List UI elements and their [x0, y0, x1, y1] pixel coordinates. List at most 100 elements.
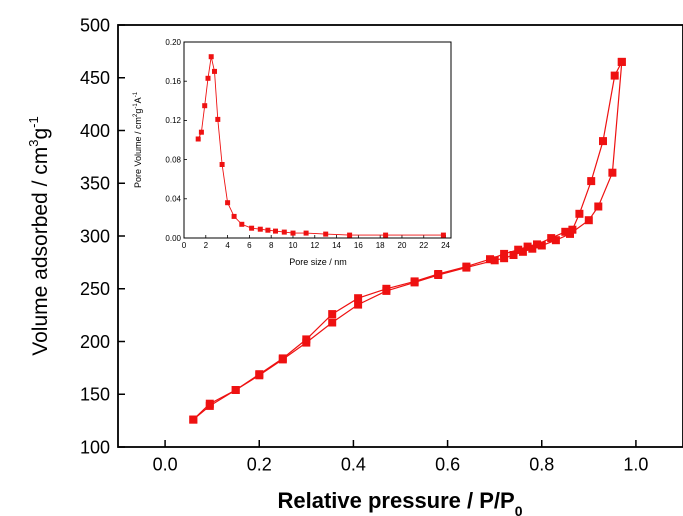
inset-x-tick-label: 20	[398, 241, 407, 250]
inset-series-0-point	[440, 232, 446, 238]
main-y-tick-label: 350	[80, 174, 110, 194]
inset-x-tick-label: 4	[225, 241, 230, 250]
main-series-0-point	[354, 300, 363, 309]
inset-series-0-point	[195, 136, 201, 142]
inset-series-0-point	[205, 75, 211, 81]
inset-series-0-point	[290, 230, 296, 236]
inset-y-tick-label: 0.20	[165, 38, 181, 47]
main-series-1-point	[575, 209, 584, 218]
inset-series-0-point	[231, 213, 237, 219]
inset-series-0-point	[383, 232, 389, 238]
main-series-1-point	[587, 177, 596, 186]
main-y-axis-label: Volume adsorbed / cm3g-1	[26, 116, 52, 355]
main-x-tick-label: 0.4	[341, 454, 366, 474]
main-series-1-point	[205, 399, 214, 408]
main-series-1-point	[278, 354, 287, 363]
inset-x-tick-label: 18	[376, 241, 385, 250]
inset-series-0-point	[347, 232, 353, 238]
main-y-tick-label: 150	[80, 385, 110, 405]
main-series-1-point	[610, 71, 619, 80]
inset-plot-frame	[183, 41, 452, 239]
inset-x-tick-label: 6	[247, 241, 252, 250]
inset-series-group	[195, 54, 446, 238]
inset-series-0-line	[197, 56, 444, 236]
main-x-tick-label: 0.0	[153, 454, 178, 474]
inset-background	[184, 42, 451, 238]
main-series-1-point	[599, 137, 607, 146]
main-series-1-point	[354, 294, 363, 303]
inset-series-0-point	[212, 68, 217, 74]
inset-x-tick-label: 0	[182, 241, 187, 250]
inset-series-0-point	[239, 221, 245, 227]
main-series-group	[189, 57, 626, 424]
inset-series-0-point	[249, 225, 255, 231]
main-series-0-point	[509, 251, 518, 259]
main-series-1-point	[547, 234, 556, 243]
main-series-1-point	[617, 57, 626, 66]
inset-series-0-point	[265, 227, 271, 233]
inset-series-0-point	[225, 200, 231, 206]
inset-series-0-point	[202, 103, 208, 109]
inset-x-tick-label: 16	[354, 241, 363, 250]
inset-series-0-point	[323, 231, 329, 237]
inset-x-tick-label: 10	[289, 241, 298, 250]
main-series-1-point	[486, 255, 494, 264]
main-y-axis: 100 150 200 250 300 350 400 450 500	[80, 15, 125, 457]
main-x-tick-label: 0.2	[247, 454, 272, 474]
main-y-tick-label: 450	[80, 68, 110, 88]
main-series-1-point	[382, 284, 391, 293]
main-series-1-point	[533, 240, 541, 249]
main-series-1-point	[328, 310, 337, 319]
inset-y-tick-label: 0.04	[165, 195, 181, 204]
inset-series-0-point	[198, 129, 204, 135]
main-series-0-point	[566, 229, 574, 238]
main-series-0-point	[608, 168, 617, 177]
main-series-0-point	[500, 254, 509, 263]
inset-x-axis: 0 2 4 6 8 10 12 14 16 18 20 22 24	[182, 235, 451, 250]
inset-plot: 0.000.040.080.120.160.20 0 2 4 6 8 10 12 14 16 18…	[133, 38, 452, 267]
inset-x-axis-label: Pore size / nm	[289, 257, 347, 267]
main-series-1-point	[523, 242, 532, 251]
main-x-axis: 0.0 0.2 0.4 0.6 0.8 1.0	[153, 440, 648, 474]
main-y-tick-label: 250	[80, 279, 110, 299]
main-series-1-point	[500, 249, 509, 258]
main-series-0-point	[328, 318, 337, 327]
main-series-1-point	[189, 415, 198, 424]
inset-series-0-point	[281, 229, 287, 235]
inset-x-tick-label: 2	[204, 241, 209, 250]
inset-x-tick-label: 8	[269, 241, 274, 250]
main-x-axis-label: Relative pressure / P/P0	[277, 488, 522, 516]
inset-y-axis: 0.00 0.04 0.08 0.12 0.16 0.20	[165, 38, 187, 243]
inset-series-0-point	[257, 226, 263, 232]
main-y-tick-label: 300	[80, 226, 110, 246]
inset-y-tick-label: 0.16	[165, 77, 181, 86]
inset-y-tick-label: 0.00	[165, 234, 181, 243]
main-series-0-point	[528, 244, 537, 253]
main-series-1-point	[561, 227, 570, 236]
main-series-1-point	[302, 335, 311, 344]
main-series-0-point	[490, 256, 499, 265]
main-y-tick-label: 500	[80, 15, 110, 35]
inset-series-0-point	[273, 228, 278, 234]
main-x-tick-label: 0.8	[529, 454, 554, 474]
main-x-tick-label: 0.6	[435, 454, 460, 474]
main-series-0-point	[584, 216, 593, 225]
main-y-tick-label: 200	[80, 332, 110, 352]
inset-series-0-point	[219, 162, 225, 167]
main-x-tick-label: 1.0	[623, 454, 648, 474]
main-series-1-point	[231, 386, 240, 394]
main-series-1-point	[514, 245, 523, 254]
inset-x-tick-label: 12	[310, 241, 319, 250]
main-y-tick-label: 100	[80, 437, 110, 457]
inset-series-0-point	[215, 116, 221, 122]
inset-series-0-point	[303, 230, 309, 236]
main-series-0-point	[594, 202, 603, 211]
inset-x-tick-label: 24	[441, 241, 450, 250]
inset-y-axis-label: Pore Volume / cm2g-1A-1	[133, 91, 143, 188]
main-series-1-point	[410, 277, 419, 286]
inset-y-tick-label: 0.08	[165, 155, 181, 164]
inset-x-tick-label: 22	[419, 241, 428, 250]
inset-x-tick-label: 14	[332, 241, 341, 250]
